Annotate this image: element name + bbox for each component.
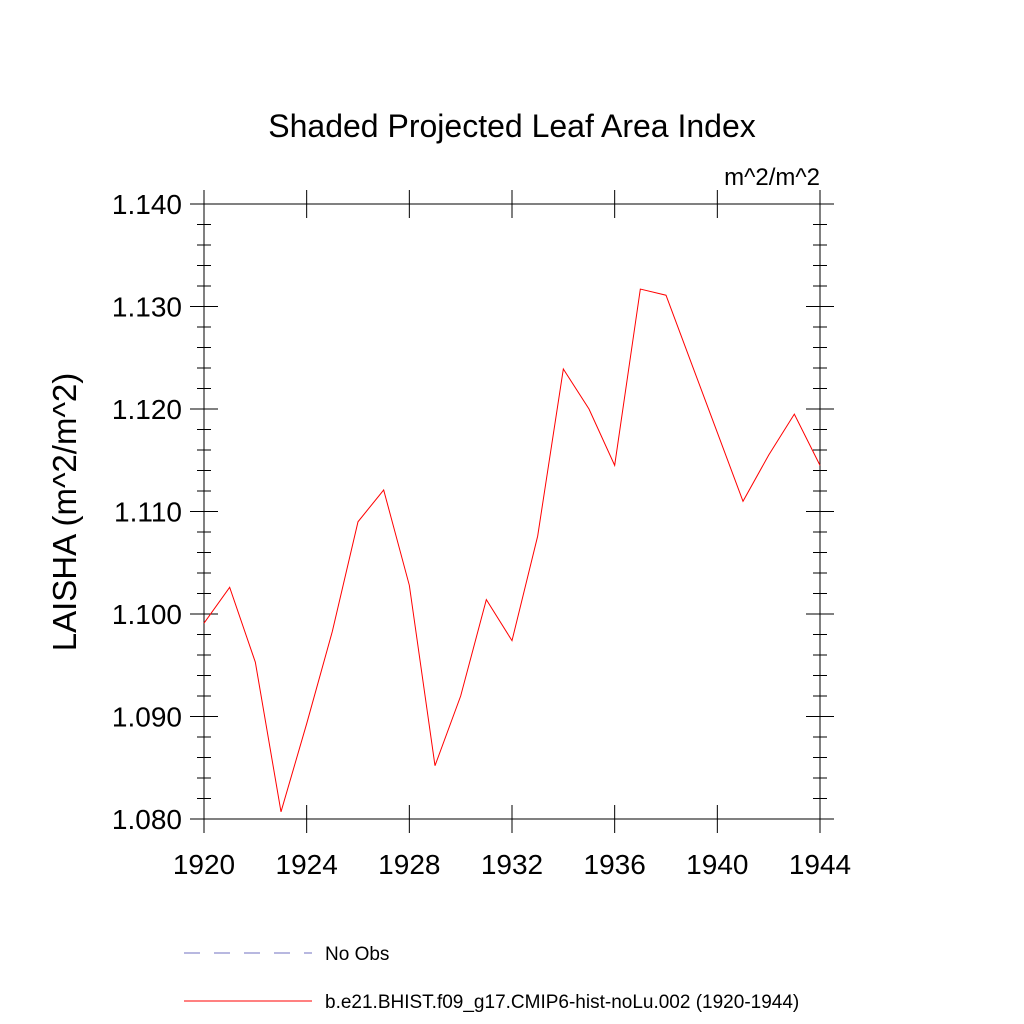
x-tick-label: 1936	[584, 849, 646, 880]
tick-labels-layer: 1920 1924 1928 1932 1936 1940 1944 1.080 1.090 1.…	[112, 189, 851, 880]
units-label: m^2/m^2	[724, 164, 820, 191]
x-tick-label: 1920	[173, 849, 235, 880]
series-layer	[203, 288, 821, 812]
plot-frame	[203, 203, 821, 820]
y-tick-label: 1.130	[112, 292, 182, 323]
y-axis-label: LAISHA (m^2/m^2)	[46, 373, 83, 652]
y-tick-label: 1.110	[114, 497, 182, 528]
x-tick-label: 1944	[789, 849, 851, 880]
chart-title: Shaded Projected Leaf Area Index	[268, 108, 755, 144]
y-tick-label: 1.090	[112, 702, 182, 733]
x-tick-label: 1924	[276, 849, 338, 880]
y-tick-label: 1.140	[112, 189, 182, 220]
legend-label: No Obs	[325, 944, 389, 965]
y-tick-label: 1.120	[112, 394, 182, 425]
legend-label: b.e21.BHIST.f09_g17.CMIP6-hist-noLu.002 …	[325, 992, 799, 1013]
ticks-layer	[190, 190, 834, 833]
x-tick-label: 1928	[378, 849, 440, 880]
legend: No Obs b.e21.BHIST.f09_g17.CMIP6-hist-noL…	[184, 944, 799, 1013]
y-tick-label: 1.080	[112, 804, 182, 835]
x-tick-label: 1940	[686, 849, 748, 880]
y-tick-label: 1.100	[112, 599, 182, 630]
series-line	[203, 288, 821, 812]
x-tick-label: 1932	[481, 849, 543, 880]
